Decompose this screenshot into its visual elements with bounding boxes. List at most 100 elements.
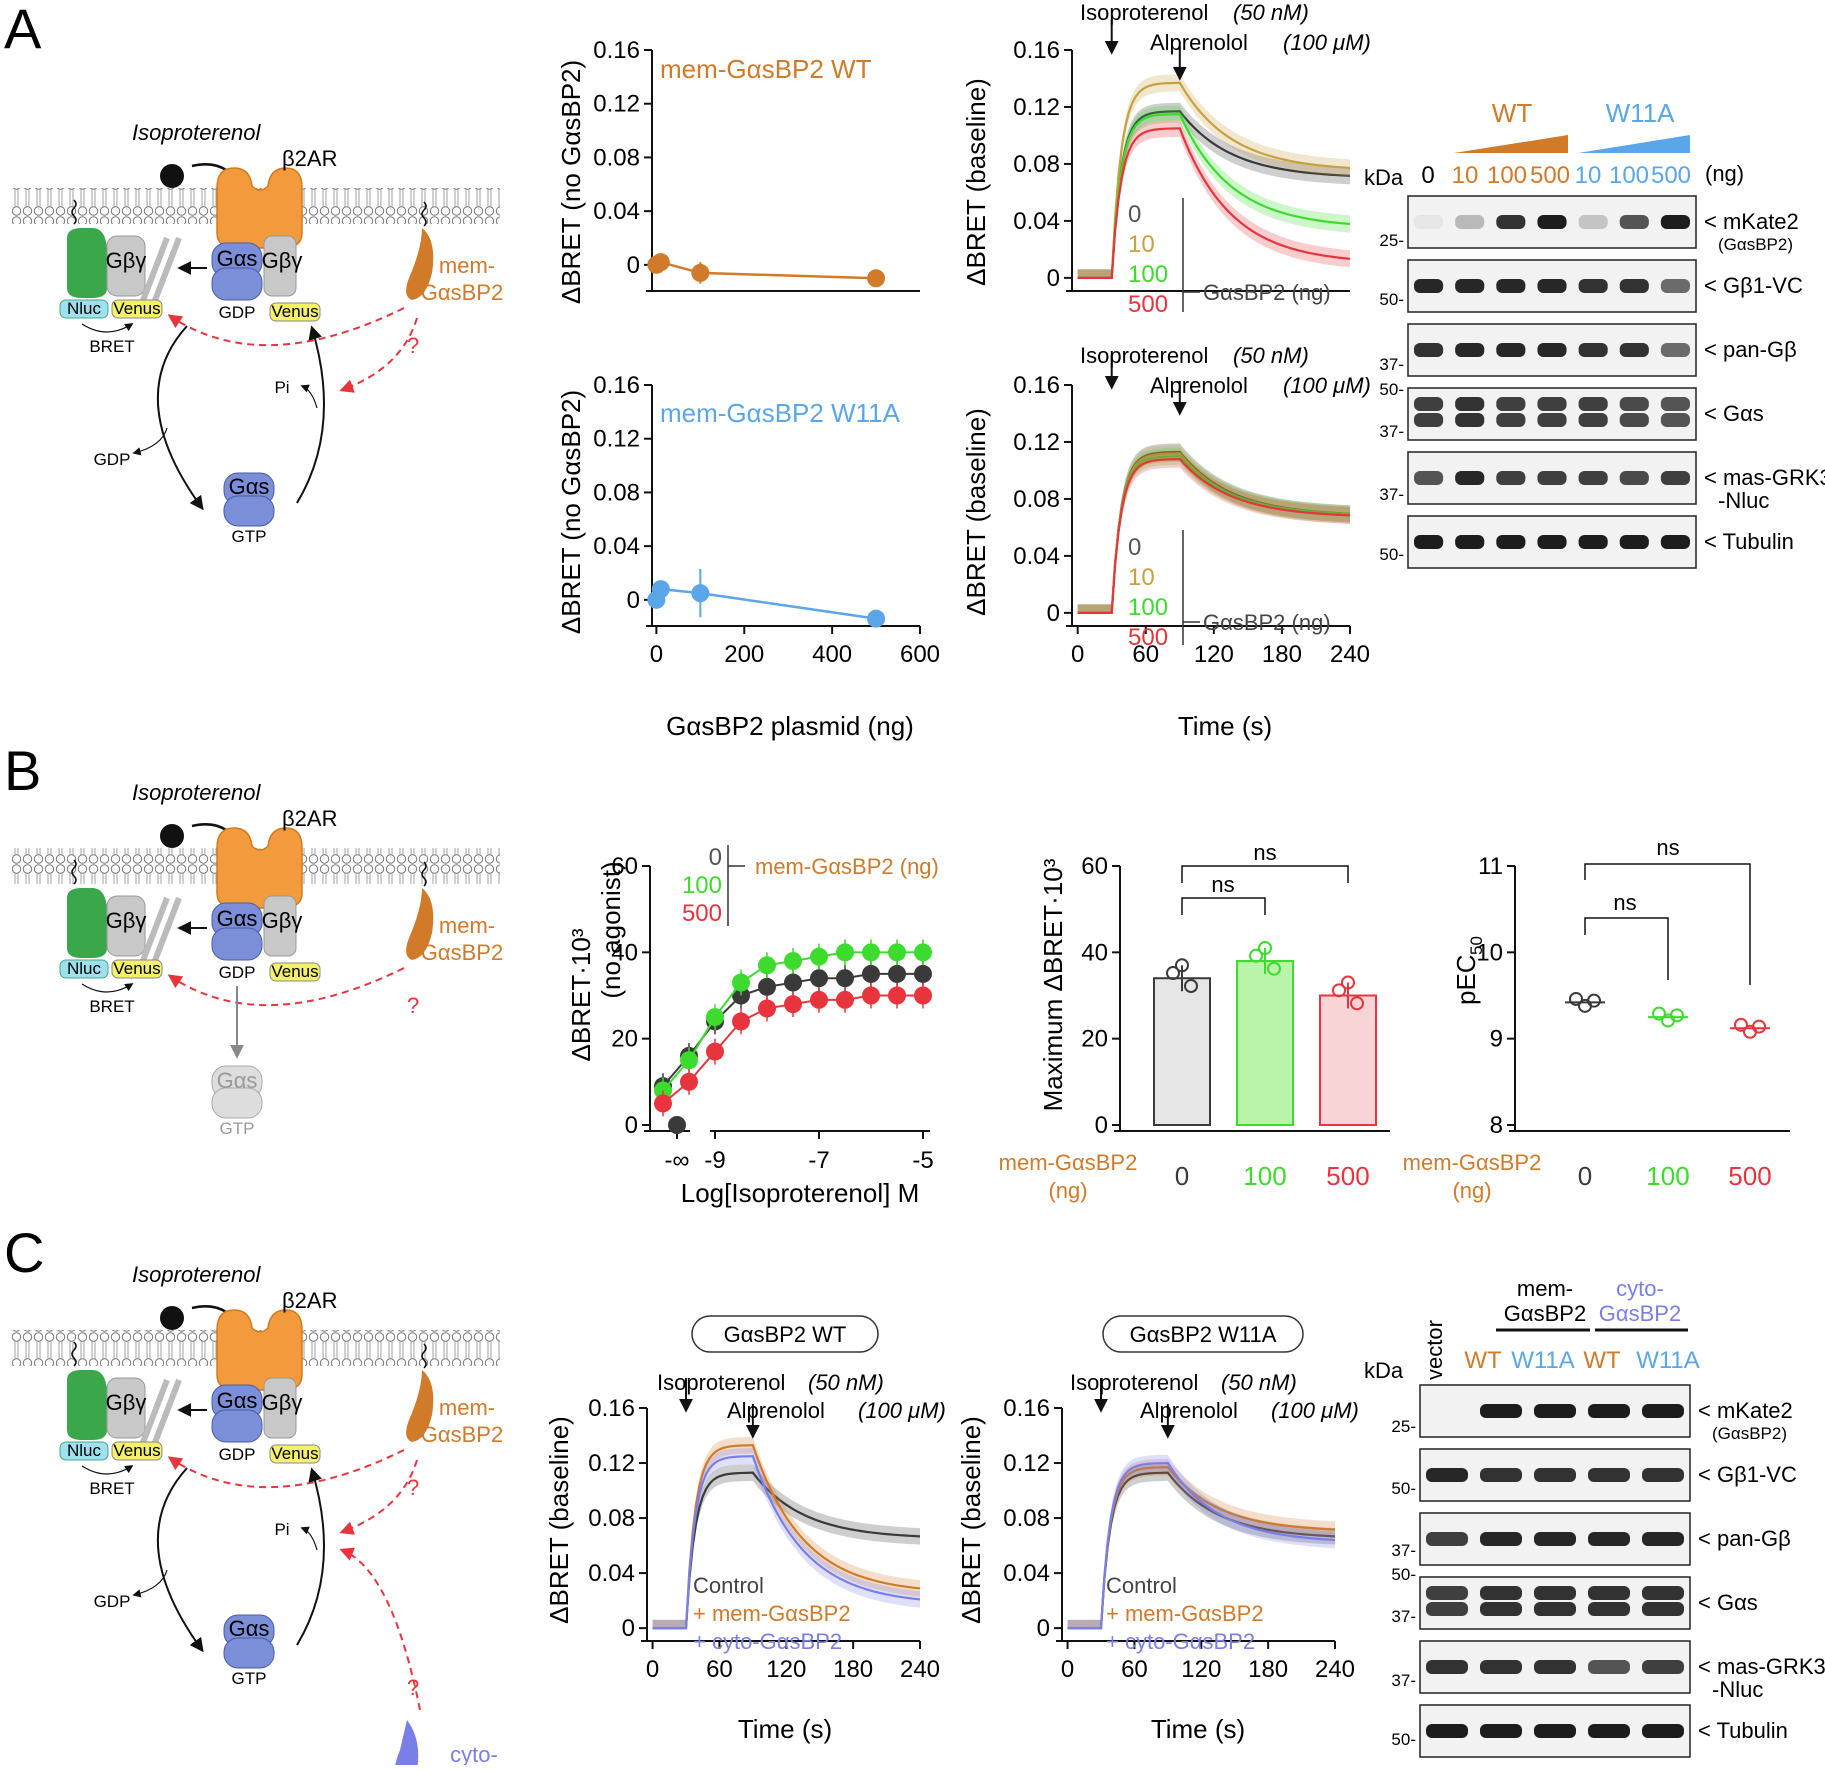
galphas-bottom bbox=[211, 267, 263, 301]
c2-iso-dose: (50 nM) bbox=[1221, 1370, 1297, 1395]
blot-c-mem-1: mem- bbox=[1517, 1276, 1573, 1301]
y-tick-label: 0.04 bbox=[593, 533, 640, 560]
blot-band bbox=[1588, 1532, 1630, 1546]
pec-bracket-1 bbox=[1584, 917, 1669, 980]
kinetics-band-500 bbox=[1077, 450, 1350, 613]
sensor-venus-label: Venus bbox=[113, 959, 160, 978]
grk3-shape bbox=[67, 228, 107, 298]
dose-xlabel: GαsBP2 plasmid (ng) bbox=[666, 711, 914, 741]
crc-legend: 0 100 500 mem-GαsBP2 (ng) bbox=[682, 844, 939, 927]
blot-band bbox=[1578, 215, 1608, 229]
c1-alp: Alprenolol bbox=[727, 1398, 825, 1423]
blot-band bbox=[1660, 535, 1690, 549]
isoproterenol-ball bbox=[160, 164, 184, 188]
bar-category: 500 bbox=[1326, 1161, 1369, 1191]
c1-iso-dose: (50 nM) bbox=[808, 1370, 884, 1395]
panel-c-title-wt: GαsBP2 WT bbox=[724, 1322, 847, 1347]
sensor-venus-box bbox=[111, 1441, 163, 1461]
c1-legend-control: Control bbox=[693, 1573, 764, 1598]
agonist-label: Isoproterenol bbox=[132, 1262, 262, 1287]
alp-dose-bot: (100 μM) bbox=[1283, 373, 1371, 398]
kda-marker: 37- bbox=[1379, 422, 1404, 441]
wt-gradient bbox=[1454, 135, 1568, 153]
cycle-left-arrow bbox=[156, 1467, 204, 1653]
kinetics-line-+ mem-GαsBP2 bbox=[652, 1444, 921, 1630]
gbg-box bbox=[263, 235, 297, 297]
y-tick-label: 60 bbox=[1081, 853, 1108, 880]
blot-band bbox=[1534, 1660, 1576, 1674]
y-tick-label: 0.16 bbox=[1013, 372, 1060, 399]
crc-ylabel-2: (no agonist) bbox=[596, 861, 626, 998]
blot-band bbox=[1578, 397, 1608, 411]
crc-xlabel: Log[Isoproterenol] M bbox=[681, 1178, 919, 1208]
x-tick-label: 180 bbox=[1248, 1656, 1288, 1683]
blot-sublabel: -Nluc bbox=[1712, 1677, 1763, 1702]
kinetics-band-+ mem-GαsBP2 bbox=[1067, 1458, 1335, 1629]
blot-c-lane-wt1: WT bbox=[1464, 1347, 1502, 1374]
blot-band bbox=[1660, 413, 1690, 427]
c2-alp-dose: (100 μM) bbox=[1271, 1398, 1359, 1423]
grk3-shape bbox=[67, 1370, 107, 1440]
y-tick-label: 10 bbox=[1476, 939, 1503, 966]
crc-point-500 bbox=[914, 986, 932, 1005]
kda-marker: 50- bbox=[1379, 290, 1404, 309]
y-tick-label: 0.12 bbox=[1013, 94, 1060, 121]
blot-band bbox=[1426, 1532, 1468, 1546]
venus-box bbox=[269, 1444, 321, 1464]
blot-band bbox=[1426, 1724, 1468, 1738]
iso-dose-top: (50 nM) bbox=[1233, 0, 1309, 25]
schematic-c: Isoproterenol β2AR Gαs GDP Gβγ Venus Gβγ Nluc Ve… bbox=[12, 1262, 515, 1770]
x-tick-label: 60 bbox=[1132, 641, 1159, 668]
receptor-label: β2AR bbox=[282, 1288, 337, 1313]
gdp-out-label: GDP bbox=[94, 1592, 131, 1611]
western-blot-a: < mKate2(GαsBP2) < Gβ1-VC < pan-Gβ < Gαs < m… bbox=[1379, 195, 1825, 569]
gbg-label: Gβγ bbox=[262, 1390, 303, 1415]
sensor-venus-box bbox=[111, 959, 163, 979]
bar-replicate bbox=[1332, 983, 1346, 998]
crc-point-100 bbox=[888, 943, 906, 962]
pec-replicate bbox=[1587, 993, 1601, 1008]
y-tick-label: 0 bbox=[627, 252, 640, 279]
kda-marker: 50- bbox=[1379, 545, 1404, 564]
kin-xlabel: Time (s) bbox=[1178, 711, 1272, 741]
x-tick-label: 0 bbox=[1071, 641, 1084, 668]
y-tick-label: 0.16 bbox=[593, 37, 640, 64]
pec-replicate bbox=[1670, 1008, 1684, 1023]
pec-ylabel: pEC bbox=[1451, 954, 1481, 1005]
mem-effect-arrow bbox=[167, 1449, 405, 1489]
concentration-response-plot: 60 40 20 0 -∞ -9 -7 -5 bbox=[611, 853, 933, 1174]
y-tick-label: 40 bbox=[1081, 939, 1108, 966]
galphas-label: Gαs bbox=[217, 246, 258, 271]
blot-label: < Tubulin bbox=[1698, 1718, 1788, 1743]
lipid-anchor bbox=[71, 859, 77, 885]
panel-letter-c: C bbox=[4, 1221, 44, 1284]
blot-a-w11a: W11A bbox=[1606, 98, 1676, 128]
agonist-label: Isoproterenol bbox=[132, 120, 262, 145]
y-tick-label: 0 bbox=[627, 587, 640, 614]
y-tick-label: 20 bbox=[611, 1026, 638, 1053]
panel-letter-b: B bbox=[4, 739, 41, 802]
kda-marker: 37- bbox=[1379, 485, 1404, 504]
blot-c-vector: vector bbox=[1422, 1320, 1447, 1380]
alp-label-bot: Alprenolol bbox=[1150, 373, 1248, 398]
blot-band bbox=[1534, 1724, 1576, 1738]
gtp-label: GTP bbox=[232, 527, 267, 546]
x-tick-label: 60 bbox=[706, 1656, 733, 1683]
isoproterenol-ball bbox=[160, 824, 184, 848]
y-tick-label: 0.08 bbox=[1003, 1505, 1050, 1532]
blot-band bbox=[1537, 471, 1567, 485]
gtp-galphas-label: Gαs bbox=[229, 474, 270, 499]
blot-band bbox=[1534, 1602, 1576, 1616]
y-tick-label: 0.12 bbox=[1003, 1450, 1050, 1477]
bar-0 bbox=[1153, 977, 1211, 1126]
dose-point bbox=[691, 263, 710, 282]
panel-c-title-w11a: GαsBP2 W11A bbox=[1130, 1322, 1277, 1347]
kinetics-line-+ cyto-GαsBP2 bbox=[1067, 1461, 1336, 1630]
crc-point-100 bbox=[680, 1051, 698, 1070]
bar-group-label-1: mem-GαsBP2 bbox=[999, 1150, 1138, 1175]
kin-legend-bottom: 0 10 100 500 GαsBP2 (ng) bbox=[1128, 530, 1331, 651]
x-tick-label: 60 bbox=[1121, 1656, 1148, 1683]
mem-label-2: GαsBP2 bbox=[421, 940, 503, 965]
sensor-gbg-label: Gβγ bbox=[106, 1390, 147, 1415]
